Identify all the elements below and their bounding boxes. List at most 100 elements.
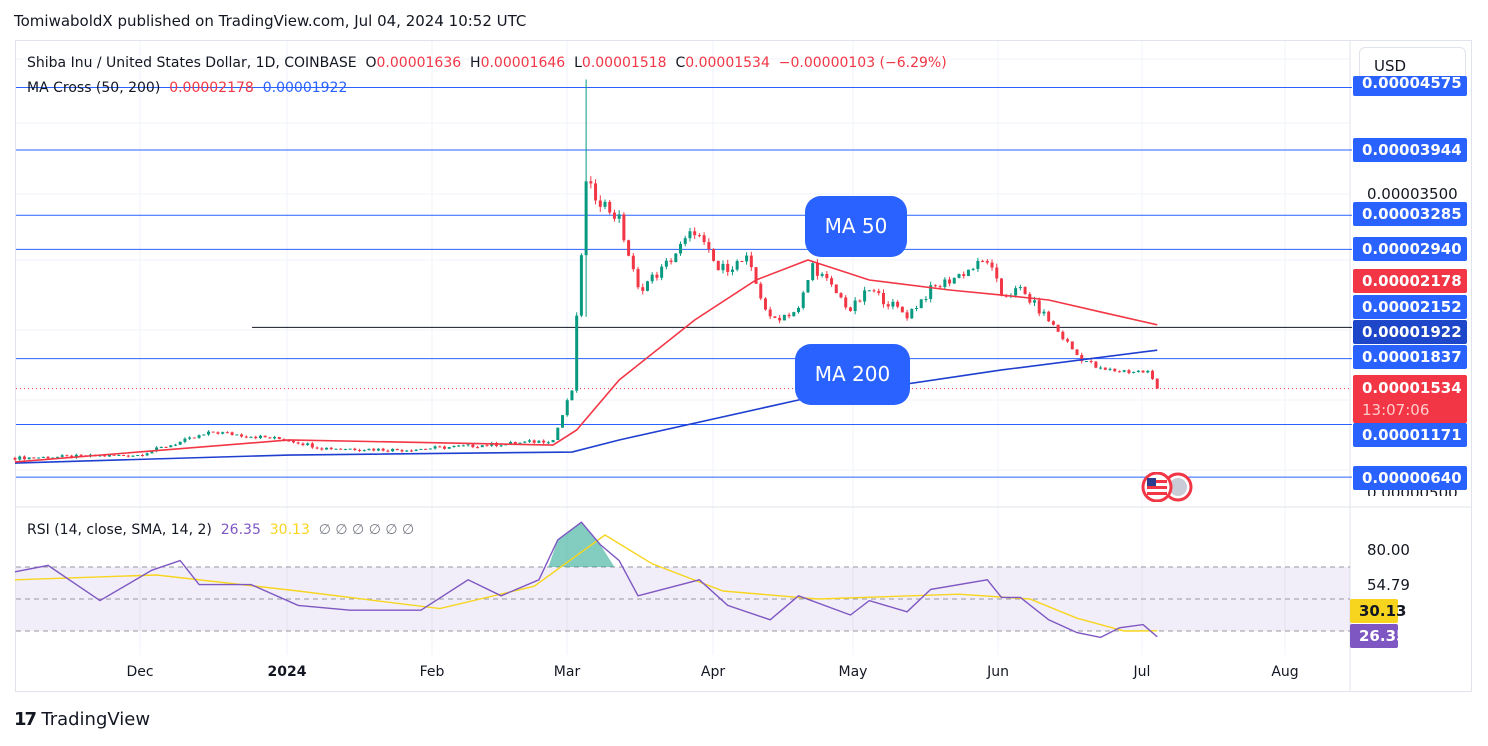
candle-body <box>570 390 574 401</box>
candle-body <box>688 231 692 239</box>
candle-body <box>612 212 616 219</box>
candle-body <box>107 454 111 457</box>
low-value: 0.00001518 <box>581 55 667 71</box>
candle-body <box>792 312 796 317</box>
time-tick: Jul <box>1133 664 1151 680</box>
candle-body <box>225 432 229 434</box>
candle-body <box>948 279 952 284</box>
candle-body <box>46 456 50 459</box>
candle-body <box>579 255 583 316</box>
candle-body <box>277 436 281 440</box>
rsi-tick-5479: 54.79 <box>1367 576 1410 594</box>
candle-body <box>136 455 140 457</box>
price-tick-3500: 0.00003500 <box>1367 185 1458 203</box>
candle-body <box>145 453 149 456</box>
candle-body <box>1014 288 1018 296</box>
rsi-sma-label: 30.13 <box>1350 599 1406 623</box>
candle-body <box>409 450 413 452</box>
candle-body <box>466 444 470 446</box>
candle-body <box>1080 355 1084 362</box>
candle-body <box>797 307 801 313</box>
candle-body <box>443 446 447 449</box>
candle-body <box>886 304 890 307</box>
candle-body <box>65 455 69 457</box>
candle-body <box>962 274 966 276</box>
candle-body <box>669 260 673 262</box>
tradingview-logo[interactable]: 17 TradingView <box>14 709 150 730</box>
candle-body <box>834 284 838 294</box>
price-label-2152: 0.00002152 <box>1353 295 1467 319</box>
price-label-1171: 0.00001171 <box>1353 423 1467 447</box>
candle-body <box>1151 370 1155 379</box>
high-label: H <box>470 55 481 71</box>
candle-body <box>745 255 749 262</box>
ma200-callout: MA 200 <box>795 344 910 405</box>
candle-body <box>221 432 225 434</box>
candle-body <box>617 214 621 219</box>
candle-body <box>1117 371 1121 373</box>
candle-body <box>235 434 239 436</box>
candle-body <box>844 297 848 308</box>
candle-body <box>905 312 909 319</box>
candle-body <box>192 437 196 439</box>
candle-body <box>178 441 182 445</box>
candle-body <box>900 306 904 313</box>
candle-body <box>329 447 333 450</box>
candle-body <box>811 263 815 280</box>
candle-body <box>343 449 347 451</box>
candle-body <box>122 454 126 456</box>
candle-body <box>660 266 664 278</box>
candle-body <box>188 437 192 439</box>
close-label: C <box>675 55 686 71</box>
candle-body <box>1061 331 1065 340</box>
candle-body <box>551 439 555 443</box>
candle-body <box>273 436 277 439</box>
candle-body <box>608 201 612 213</box>
price-label-3285: 0.00003285 <box>1353 202 1467 226</box>
candle-body <box>631 255 635 270</box>
candle-body <box>877 291 881 294</box>
candle-body <box>697 235 701 237</box>
candle-body <box>112 454 116 456</box>
time-tick: Feb <box>419 664 445 680</box>
rsi-label: 26.35 <box>1350 624 1406 648</box>
candle-body <box>527 440 531 442</box>
us-flag-events-icon[interactable] <box>1140 471 1194 506</box>
ma-legend[interactable]: MA Cross (50, 200) 0.00002178 0.00001922 <box>27 80 347 96</box>
ma50-line <box>14 259 1158 463</box>
candle-body <box>627 240 631 256</box>
candle-body <box>348 448 352 450</box>
candle-body <box>197 435 201 438</box>
candle-body <box>830 278 834 285</box>
candle-body <box>773 316 777 318</box>
rsi-band <box>16 566 1350 632</box>
ma200-line <box>14 349 1158 464</box>
candle-body <box>22 456 26 460</box>
candle-body <box>1132 371 1136 373</box>
brand-name: TradingView <box>41 709 151 730</box>
candle-body <box>981 260 985 262</box>
rsi-lines <box>14 521 1158 639</box>
candle-body <box>990 262 994 268</box>
candle-body <box>933 285 937 287</box>
candle-body <box>603 201 607 207</box>
candle-body <box>971 268 975 270</box>
rsi-legend[interactable]: RSI (14, close, SMA, 14, 2) 26.35 30.13 … <box>27 522 414 538</box>
candle-body <box>117 454 121 456</box>
candle-body <box>362 450 366 452</box>
low-label: L <box>574 55 582 71</box>
candle-body <box>1042 311 1046 314</box>
candle-body <box>641 287 645 291</box>
candle-body <box>1146 370 1150 373</box>
candle-body <box>381 448 385 451</box>
publisher-line: TomiwaboldX published on TradingView.com… <box>14 12 527 30</box>
change-value: −0.00000103 (−6.29%) <box>778 55 947 71</box>
candle-body <box>1075 349 1079 356</box>
candle-body <box>164 447 168 449</box>
candles <box>13 79 1159 461</box>
candle-body <box>27 457 31 460</box>
candle-body <box>202 434 206 436</box>
candle-body <box>674 253 678 262</box>
